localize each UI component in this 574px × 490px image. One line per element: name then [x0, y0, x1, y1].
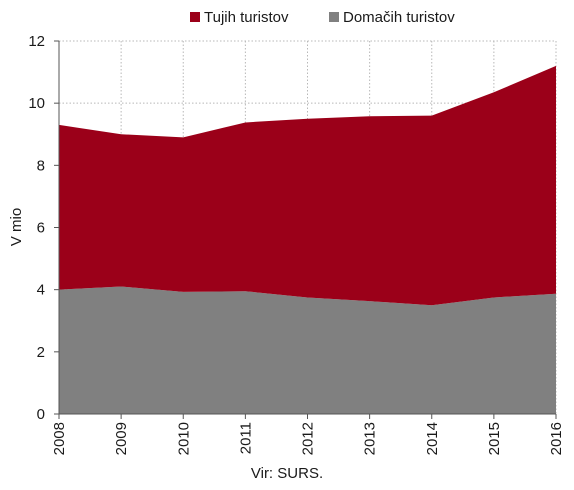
area-series-doma-ih-turistov: [59, 286, 556, 414]
x-tick-label-2016: 2016: [548, 422, 565, 455]
y-tick-label-6: 6: [37, 220, 45, 237]
x-tick-label-2010: 2010: [175, 422, 192, 455]
area-series-tujih-turistov: [59, 65, 556, 306]
legend-label-tujih-turistov: Tujih turistov: [204, 9, 289, 26]
y-axis-label: V mio: [8, 208, 25, 246]
y-tick-label-0: 0: [37, 406, 45, 423]
legend-label-doma-ih-turistov: Domačih turistov: [343, 9, 455, 26]
x-tick-label-2012: 2012: [300, 422, 317, 455]
x-tick-label-2015: 2015: [486, 422, 503, 455]
x-tick-label-2013: 2013: [362, 422, 379, 455]
x-tick-label-2009: 2009: [113, 422, 130, 455]
x-tick-label-2011: 2011: [237, 422, 254, 454]
y-tick-label-2: 2: [37, 344, 45, 361]
y-tick-label-10: 10: [28, 95, 45, 112]
x-tick-label-2008: 2008: [51, 422, 68, 455]
axis-layer: 0 2 4 6 8 10 12 2008 2009 2010 2011 2012 2013 2014 201…: [28, 33, 565, 455]
y-tick-label-4: 4: [37, 282, 45, 299]
y-tick-label-8: 8: [37, 157, 45, 174]
x-tick-label-2014: 2014: [424, 422, 441, 455]
source-note: Vir: SURS.: [251, 465, 323, 482]
legend: Tujih turistov Domačih turistov: [190, 9, 455, 26]
legend-swatch-doma-ih-turistov: [329, 12, 339, 22]
area-layer: [59, 65, 556, 414]
legend-swatch-tujih-turistov: [190, 12, 200, 22]
y-tick-label-12: 12: [28, 33, 45, 50]
